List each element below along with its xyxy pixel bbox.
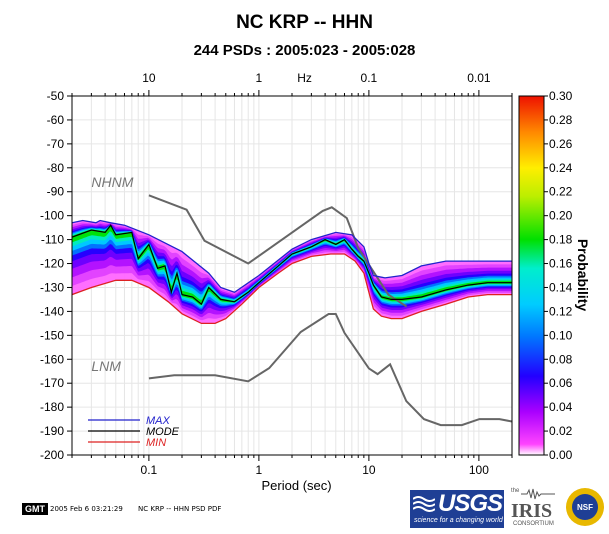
iris-prefix: the — [511, 488, 520, 494]
y-tick-label: -170 — [40, 376, 64, 390]
usgs-tagline: science for a changing world — [414, 517, 503, 524]
model-label: LNM — [91, 358, 121, 374]
nhnm-line — [148, 194, 408, 308]
x-tick-label: 0.1 — [141, 463, 158, 477]
top-tick-label: 1 — [256, 71, 263, 85]
legend-label: MAX — [146, 415, 171, 427]
y-tick-label: -180 — [40, 400, 64, 414]
colorbar-tick-label: 0.12 — [549, 304, 573, 318]
x-tick-label: 100 — [469, 463, 489, 477]
iris-consortium: CONSORTIUM — [513, 521, 554, 527]
model-label: NHNM — [91, 174, 133, 190]
top-tick-label: 0.1 — [361, 71, 378, 85]
iris-name: IRIS — [511, 500, 553, 522]
max-curve — [72, 219, 512, 294]
nsf-logo: NSF — [566, 488, 604, 526]
nlnm-line — [148, 313, 512, 427]
y-tick-label: -110 — [41, 233, 64, 247]
gmt-logo: GMT — [22, 503, 48, 515]
x-tick-label: 1 — [256, 463, 263, 477]
colorbar-tick-label: 0.00 — [549, 448, 573, 462]
chart-title: NC KRP -- HHN — [236, 12, 373, 33]
y-tick-label: -160 — [40, 352, 64, 366]
x-axis-label: Period (sec) — [262, 478, 332, 493]
colorbar-tick-label: 0.20 — [549, 209, 573, 223]
colorbar-tick-label: 0.16 — [549, 257, 573, 271]
y-tick-label: -140 — [40, 304, 64, 318]
usgs-logo: USGS science for a changing world — [410, 490, 504, 528]
usgs-name: USGS — [438, 490, 503, 517]
legend-label: MIN — [146, 437, 166, 449]
y-tick-label: -70 — [47, 137, 65, 151]
top-tick-label: 0.01 — [467, 71, 491, 85]
density-band — [72, 225, 512, 308]
min-curve — [72, 253, 512, 325]
density-band — [72, 225, 512, 305]
colorbar-tick-label: 0.10 — [549, 328, 573, 342]
colorbar-tick-label: 0.18 — [549, 233, 573, 247]
chart-subtitle: 244 PSDs : 2005:023 - 2005:028 — [193, 42, 416, 59]
nsf-name: NSF — [577, 503, 593, 512]
colorbar-tick-label: 0.26 — [549, 137, 573, 151]
seismogram-icon — [521, 488, 555, 500]
y-tick-label: -50 — [47, 89, 65, 103]
x-tick-label: 10 — [362, 463, 376, 477]
footer-timestamp: 2005 Feb 6 03:21:29 — [50, 505, 123, 513]
y-tick-label: -190 — [40, 424, 64, 438]
colorbar-tick-label: 0.02 — [549, 424, 573, 438]
y-tick-label: -80 — [47, 161, 65, 175]
colorbar-tick-label: 0.08 — [549, 352, 573, 366]
y-tick-label: -200 — [40, 448, 64, 462]
colorbar-tick-label: 0.06 — [549, 376, 573, 390]
iris-logo: the IRIS CONSORTIUM — [507, 488, 559, 530]
colorbar-tick-label: 0.28 — [549, 113, 573, 127]
footer-caption: NC KRP -- HHN PSD PDF — [138, 505, 222, 513]
y-tick-label: -90 — [47, 185, 65, 199]
colorbar-tick-label: 0.04 — [549, 400, 573, 414]
mode-curve — [72, 224, 512, 306]
colorbar-tick-label: 0.30 — [549, 89, 573, 103]
y-tick-label: -120 — [40, 257, 64, 271]
y-tick-label: -60 — [47, 113, 65, 127]
y-tick-label: -150 — [40, 328, 64, 342]
legend-label: MODE — [146, 426, 180, 438]
y-tick-label: -130 — [40, 280, 64, 294]
top-axis-label: Hz — [297, 71, 312, 85]
usgs-waves-icon — [413, 496, 435, 512]
y-tick-label: -100 — [40, 209, 64, 223]
colorbar-tick-label: 0.24 — [549, 161, 573, 175]
top-tick-label: 10 — [142, 71, 156, 85]
colorbar-tick-label: 0.22 — [549, 185, 573, 199]
colorbar — [518, 95, 545, 456]
colorbar-label: Probability — [575, 239, 591, 312]
colorbar-tick-label: 0.14 — [549, 280, 573, 294]
